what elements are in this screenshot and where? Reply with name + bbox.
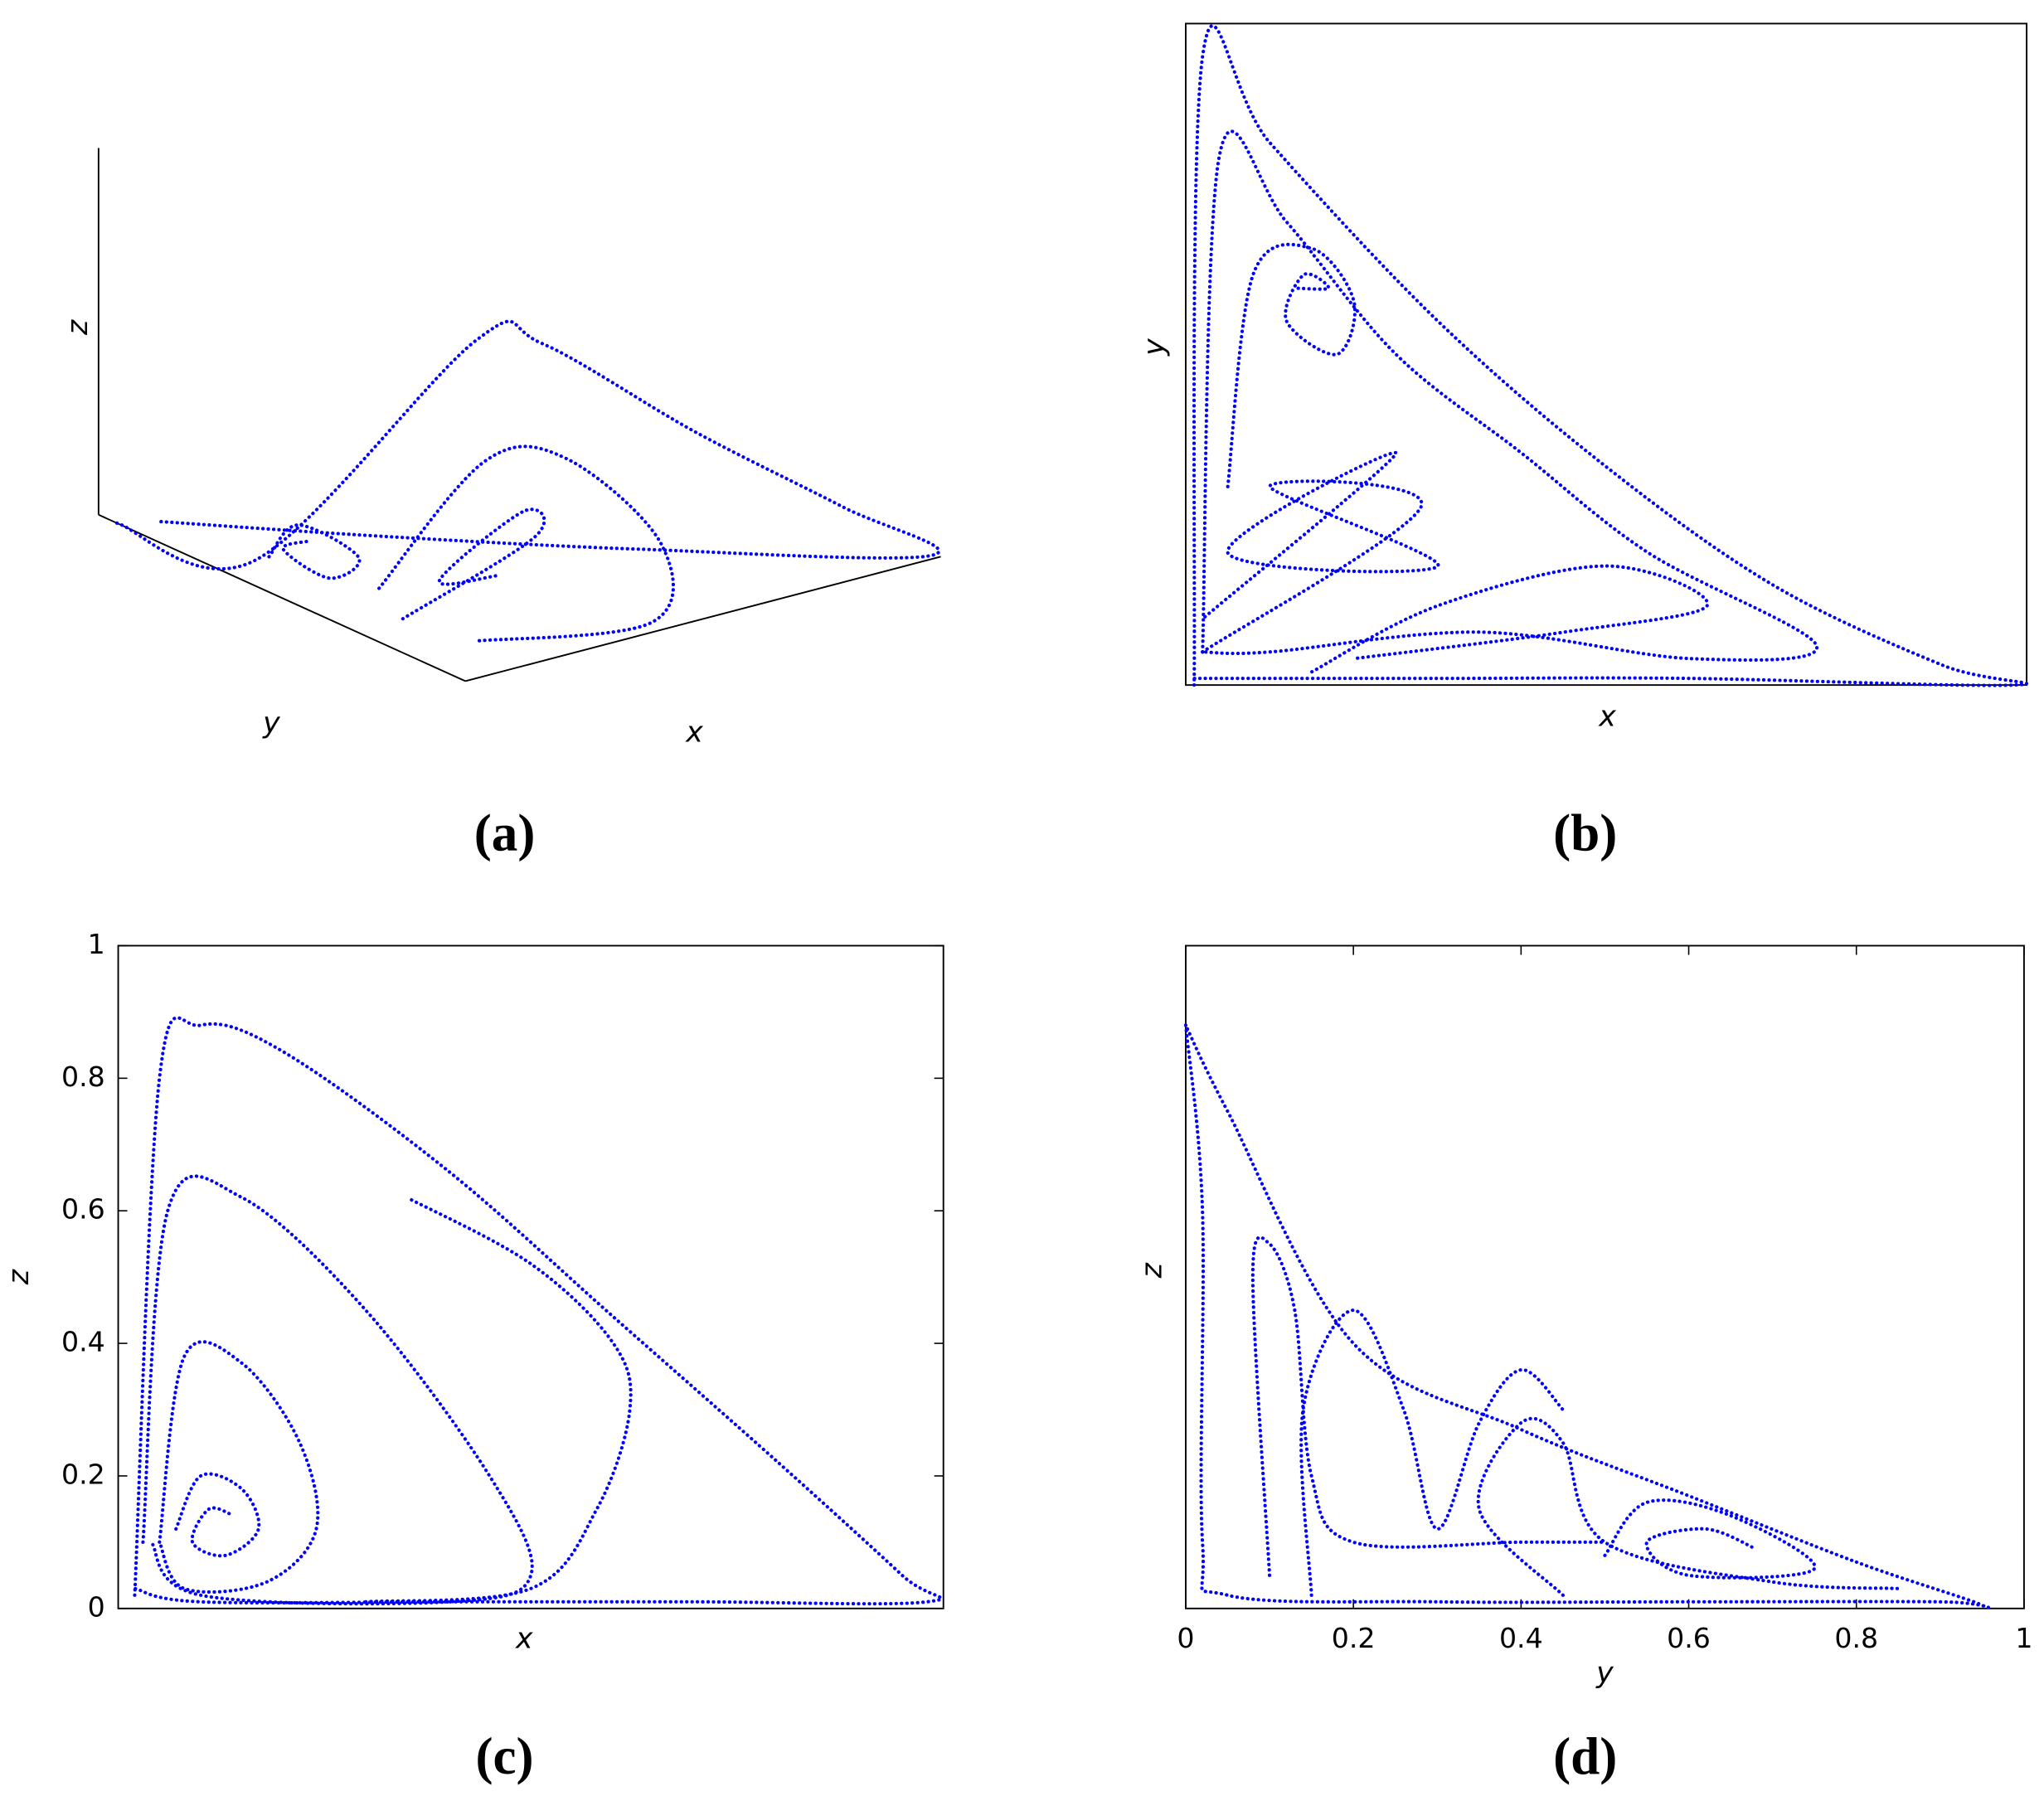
y-tick-label: 1 — [88, 928, 105, 960]
y-tick-label: 0.4 — [61, 1326, 105, 1358]
trajectory — [1250, 1235, 1607, 1577]
y-tick-label: 0 — [88, 1590, 105, 1623]
subfigure-label: (a) — [474, 803, 536, 862]
x-axis-label: y — [1595, 1657, 1614, 1690]
z-axis-label: z — [61, 319, 95, 336]
trajectory — [401, 507, 546, 621]
trajectory — [174, 1472, 261, 1558]
trajectory — [141, 1174, 534, 1606]
trajectory — [1226, 242, 1357, 488]
y-axis-label: z — [1135, 1262, 1168, 1279]
trajectory — [377, 444, 676, 643]
trajectory — [1201, 450, 1440, 654]
subfigure-label: (b) — [1553, 803, 1617, 862]
axis-line — [464, 556, 941, 682]
y-tick-label: 0.2 — [61, 1458, 105, 1490]
trajectory — [158, 1340, 320, 1595]
x-axis-label: x — [1598, 701, 1616, 734]
x-tick-label: 0.2 — [1332, 1622, 1376, 1654]
trajectory — [1192, 24, 2029, 687]
plot-frame — [1185, 944, 2025, 1609]
y-axis-label: z — [2, 1269, 36, 1285]
y-axis-label: y — [1139, 338, 1172, 357]
trajectory — [1299, 1308, 1565, 1597]
trajectory — [267, 523, 362, 580]
y-axis-label: y — [262, 707, 280, 740]
axis-line — [98, 513, 466, 682]
subfigure-label: (c) — [475, 1727, 533, 1785]
trajectory — [1310, 564, 1710, 674]
trajectory — [114, 319, 941, 571]
subfigure-label: (d) — [1553, 1727, 1617, 1785]
x-axis-label: x — [515, 1623, 533, 1656]
y-tick-label: 0.8 — [61, 1061, 105, 1093]
trajectory — [1201, 129, 1818, 663]
x-axis-label: x — [685, 716, 703, 750]
x-tick-label: 0.4 — [1499, 1622, 1543, 1654]
plot-frame — [117, 944, 944, 1609]
plot-frame — [1185, 22, 2028, 687]
x-tick-label: 0.8 — [1834, 1622, 1878, 1654]
trajectory — [1476, 1416, 1901, 1597]
x-tick-label: 0.6 — [1667, 1622, 1711, 1654]
x-tick-label: 0 — [1177, 1622, 1194, 1654]
trajectory — [1603, 1498, 1817, 1580]
trajectory — [364, 1196, 633, 1604]
y-tick-label: 0.6 — [61, 1193, 105, 1226]
trajectory — [133, 1016, 944, 1606]
x-tick-label: 1 — [2015, 1622, 2032, 1654]
